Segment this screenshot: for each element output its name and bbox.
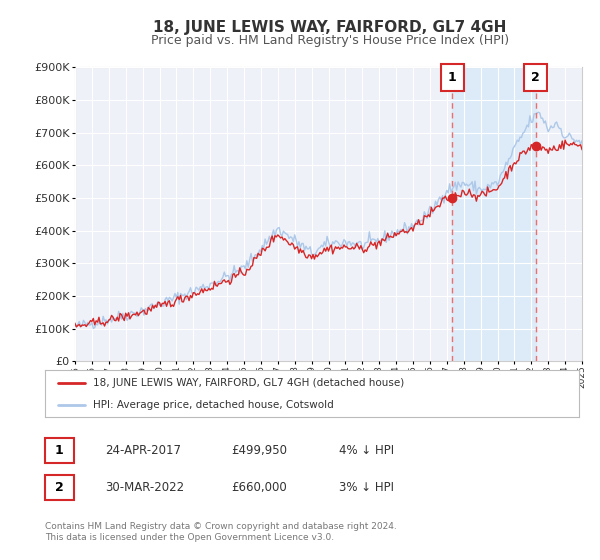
Text: 1: 1 — [448, 71, 457, 85]
Text: 30-MAR-2022: 30-MAR-2022 — [105, 480, 184, 494]
Text: 24-APR-2017: 24-APR-2017 — [105, 444, 181, 458]
Text: This data is licensed under the Open Government Licence v3.0.: This data is licensed under the Open Gov… — [45, 533, 334, 542]
Text: £660,000: £660,000 — [231, 480, 287, 494]
Text: 1: 1 — [55, 444, 64, 458]
Text: HPI: Average price, detached house, Cotswold: HPI: Average price, detached house, Cots… — [93, 400, 334, 410]
Text: 3% ↓ HPI: 3% ↓ HPI — [339, 480, 394, 494]
Text: 4% ↓ HPI: 4% ↓ HPI — [339, 444, 394, 458]
Text: 18, JUNE LEWIS WAY, FAIRFORD, GL7 4GH (detached house): 18, JUNE LEWIS WAY, FAIRFORD, GL7 4GH (d… — [93, 378, 404, 388]
Bar — [452, 67, 536, 361]
Text: 18, JUNE LEWIS WAY, FAIRFORD, GL7 4GH: 18, JUNE LEWIS WAY, FAIRFORD, GL7 4GH — [154, 20, 506, 35]
Text: 2: 2 — [55, 480, 64, 494]
Text: 2: 2 — [531, 71, 540, 85]
Text: Contains HM Land Registry data © Crown copyright and database right 2024.: Contains HM Land Registry data © Crown c… — [45, 522, 397, 531]
Text: £499,950: £499,950 — [231, 444, 287, 458]
Text: Price paid vs. HM Land Registry's House Price Index (HPI): Price paid vs. HM Land Registry's House … — [151, 34, 509, 46]
